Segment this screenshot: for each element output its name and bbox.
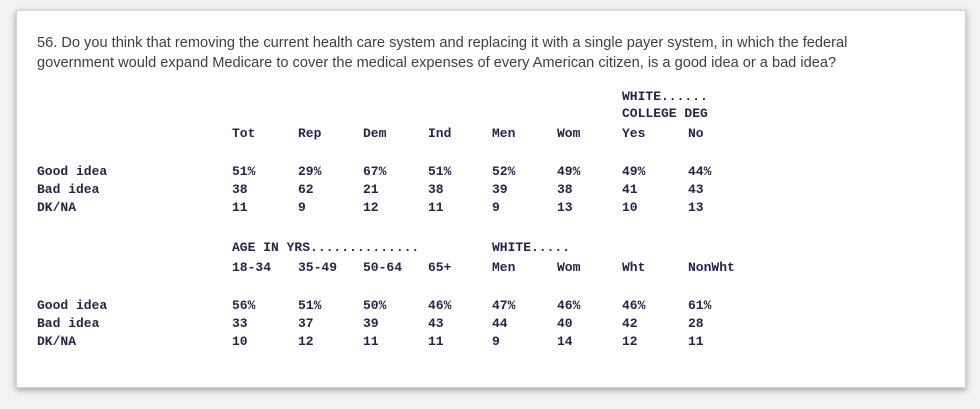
row-label-good-idea: Good idea <box>37 164 108 179</box>
table-cell: 38 <box>557 182 573 197</box>
col-header-35-49: 35-49 <box>298 260 338 275</box>
table-cell: 43 <box>428 316 444 331</box>
table-cell: 38 <box>232 182 248 197</box>
col-header-wht: Wht <box>622 260 646 275</box>
col-header-yes: Yes <box>622 126 646 141</box>
table-cell: 13 <box>557 200 573 215</box>
table-cell: 12 <box>363 200 379 215</box>
table-cell: 9 <box>298 200 306 215</box>
row-label-dk-na: DK/NA <box>37 200 77 215</box>
col-header-ind: Ind <box>428 126 452 141</box>
table-cell: 11 <box>428 334 444 349</box>
table-cell: 38 <box>428 182 444 197</box>
col-header-tot: Tot <box>232 126 256 141</box>
table-cell: 11 <box>688 334 704 349</box>
group-header-age: AGE IN YRS.............. <box>232 240 420 255</box>
table-cell: 33 <box>232 316 248 331</box>
col-header-men: Men <box>492 260 516 275</box>
poll-card: 56. Do you think that removing the curre… <box>16 10 966 388</box>
table-cell: 51% <box>428 164 452 179</box>
table-cell: 51% <box>232 164 256 179</box>
question-line-1: 56. Do you think that removing the curre… <box>37 35 848 51</box>
question-line-2: government would expand Medicare to cove… <box>37 55 837 71</box>
table-cell: 13 <box>688 200 704 215</box>
table-cell: 21 <box>363 182 379 197</box>
table-cell: 47% <box>492 298 516 313</box>
table-cell: 46% <box>622 298 646 313</box>
col-header-50-64: 50-64 <box>363 260 403 275</box>
table-cell: 67% <box>363 164 387 179</box>
col-header-men: Men <box>492 126 516 141</box>
table-cell: 9 <box>492 200 500 215</box>
table-cell: 61% <box>688 298 712 313</box>
table-cell: 42 <box>622 316 638 331</box>
table-cell: 46% <box>557 298 581 313</box>
row-label-good-idea: Good idea <box>37 298 108 313</box>
group-header-college-deg: COLLEGE DEG <box>622 106 708 121</box>
table-cell: 28 <box>688 316 704 331</box>
table-cell: 41 <box>622 182 638 197</box>
table-cell: 11 <box>232 200 248 215</box>
table-cell: 29% <box>298 164 322 179</box>
table-cell: 46% <box>428 298 452 313</box>
table-cell: 12 <box>298 334 314 349</box>
table-cell: 11 <box>363 334 379 349</box>
col-header-18-34: 18-34 <box>232 260 272 275</box>
group-header-white-line1: WHITE...... <box>622 89 708 104</box>
col-header-wom: Wom <box>557 126 581 141</box>
table-cell: 56% <box>232 298 256 313</box>
col-header-nonwht: NonWht <box>688 260 735 275</box>
row-label-bad-idea: Bad idea <box>37 182 100 197</box>
col-header-rep: Rep <box>298 126 322 141</box>
table-cell: 11 <box>428 200 444 215</box>
table-cell: 14 <box>557 334 573 349</box>
question-text: 56. Do you think that removing the curre… <box>37 33 947 73</box>
table-cell: 50% <box>363 298 387 313</box>
table-cell: 62 <box>298 182 314 197</box>
group-header-white: WHITE..... <box>492 240 571 255</box>
table-cell: 37 <box>298 316 314 331</box>
table-cell: 40 <box>557 316 573 331</box>
table-cell: 44% <box>688 164 712 179</box>
table-cell: 44 <box>492 316 508 331</box>
table-cell: 52% <box>492 164 516 179</box>
col-header-no: No <box>688 126 704 141</box>
table-cell: 39 <box>363 316 379 331</box>
table-cell: 39 <box>492 182 508 197</box>
table-cell: 10 <box>622 200 638 215</box>
table-cell: 9 <box>492 334 500 349</box>
row-label-dk-na: DK/NA <box>37 334 77 349</box>
table-cell: 49% <box>622 164 646 179</box>
table-cell: 43 <box>688 182 704 197</box>
table-cell: 12 <box>622 334 638 349</box>
table-cell: 10 <box>232 334 248 349</box>
col-header-dem: Dem <box>363 126 387 141</box>
col-header-65-plus: 65+ <box>428 260 452 275</box>
col-header-wom: Wom <box>557 260 581 275</box>
table-cell: 49% <box>557 164 581 179</box>
table-cell: 51% <box>298 298 322 313</box>
row-label-bad-idea: Bad idea <box>37 316 100 331</box>
